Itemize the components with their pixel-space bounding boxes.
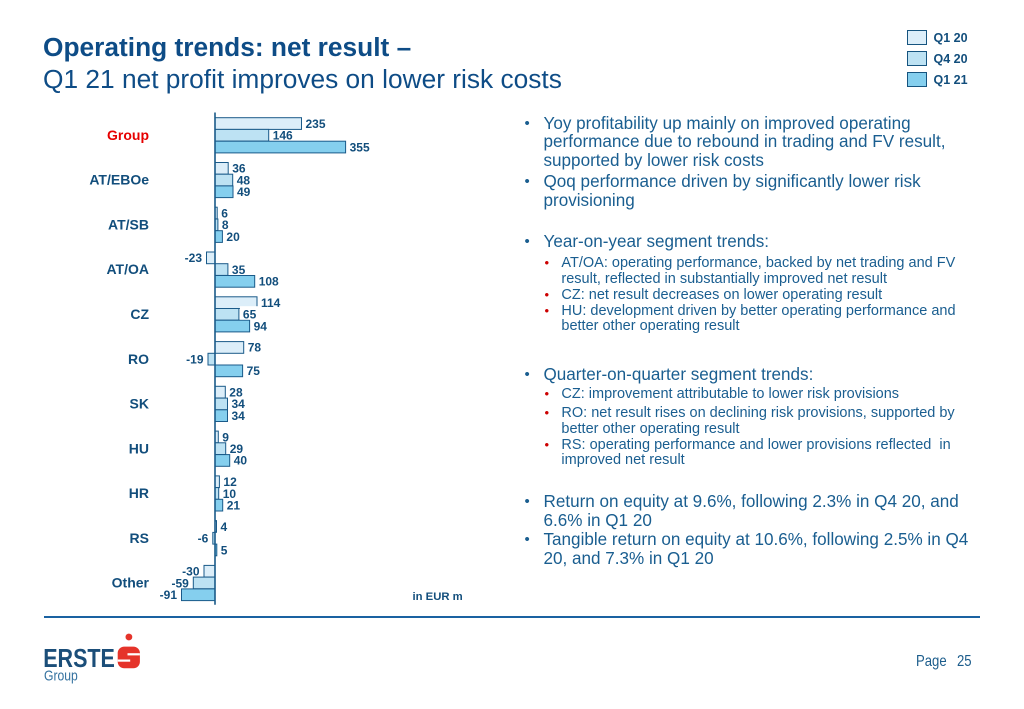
svg-text:-59: -59 (171, 576, 189, 590)
svg-text:29: 29 (230, 442, 244, 456)
svg-text:HR: HR (129, 485, 149, 501)
svg-text:28: 28 (229, 386, 243, 400)
svg-text:SK: SK (130, 396, 149, 412)
svg-text:21: 21 (227, 499, 241, 513)
svg-text:5: 5 (221, 543, 228, 557)
svg-text:AT/SB: AT/SB (108, 216, 149, 232)
svg-text:9: 9 (222, 430, 229, 444)
svg-text:Group: Group (44, 668, 78, 684)
svg-text:ERSTE: ERSTE (43, 644, 115, 672)
svg-text:48: 48 (237, 173, 251, 187)
svg-text:4: 4 (221, 520, 228, 534)
svg-text:8: 8 (222, 218, 229, 232)
svg-text:34: 34 (232, 409, 246, 423)
svg-text:20: 20 (226, 230, 240, 244)
svg-text:114: 114 (261, 296, 281, 310)
svg-text:355: 355 (350, 140, 370, 154)
svg-text:CZ: CZ (130, 306, 149, 322)
svg-text:Group: Group (107, 127, 149, 143)
svg-text:AT/OA: AT/OA (106, 261, 149, 277)
svg-text:-23: -23 (185, 251, 203, 265)
svg-text:78: 78 (248, 341, 262, 355)
svg-text:36: 36 (232, 162, 246, 176)
svg-text:-6: -6 (198, 532, 209, 546)
svg-text:Other: Other (112, 575, 150, 591)
svg-text:34: 34 (232, 397, 246, 411)
svg-text:235: 235 (306, 117, 326, 131)
svg-text:35: 35 (232, 263, 246, 277)
svg-text:65: 65 (243, 308, 257, 322)
svg-text:-30: -30 (182, 565, 200, 579)
svg-text:-91: -91 (160, 588, 178, 602)
svg-text:RO: RO (128, 351, 149, 367)
svg-text:-19: -19 (186, 352, 204, 366)
svg-text:94: 94 (254, 319, 268, 333)
svg-text:HU: HU (129, 440, 149, 456)
svg-text:in EUR m: in EUR m (413, 591, 463, 603)
svg-text:49: 49 (237, 185, 251, 199)
svg-text:6: 6 (221, 206, 228, 220)
svg-text:RS: RS (130, 530, 149, 546)
svg-text:40: 40 (234, 454, 248, 468)
svg-text:10: 10 (223, 487, 237, 501)
svg-text:146: 146 (273, 129, 293, 143)
svg-text:12: 12 (223, 475, 237, 489)
svg-text:108: 108 (259, 275, 279, 289)
svg-text:AT/EBOe: AT/EBOe (89, 172, 149, 188)
svg-text:75: 75 (247, 364, 261, 378)
